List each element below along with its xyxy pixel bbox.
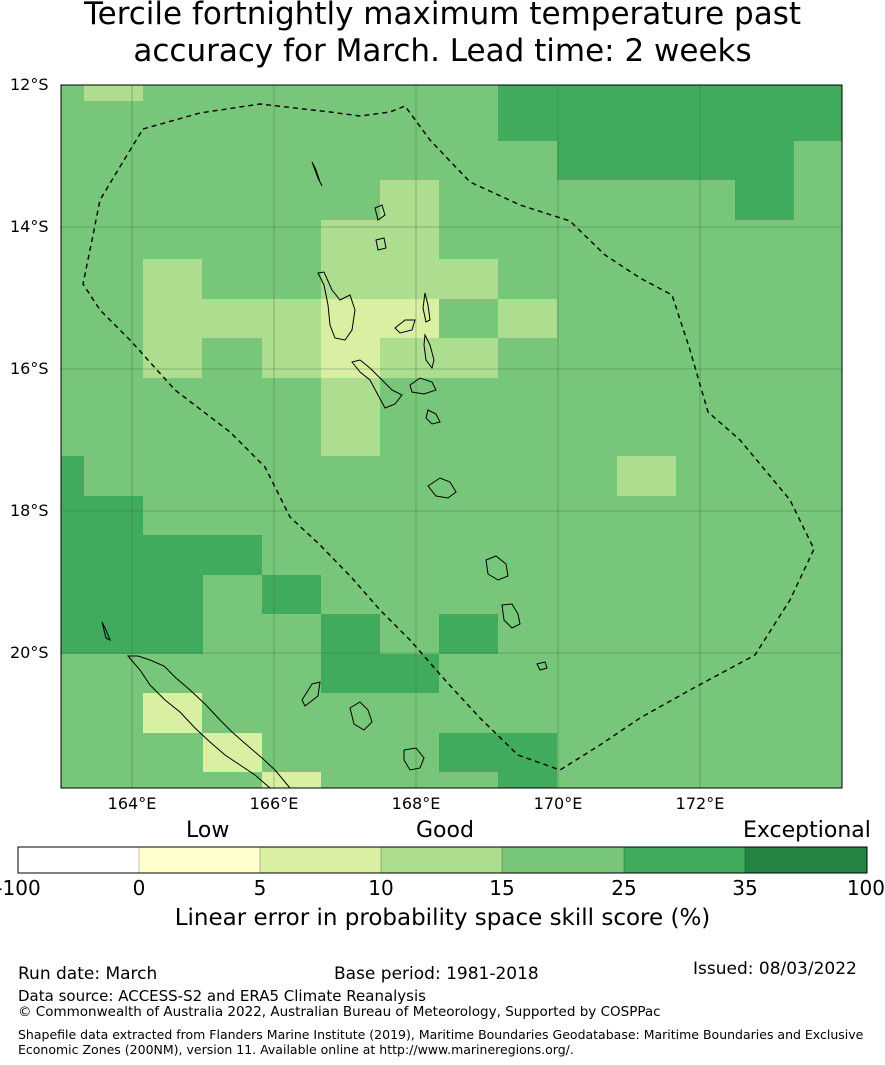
island-ouvea <box>301 681 321 707</box>
cell-light <box>262 338 321 378</box>
map-frame <box>60 84 843 789</box>
lon-label: 170°E <box>533 794 583 813</box>
low-skill-cells <box>143 299 439 788</box>
lon-label: 168°E <box>391 794 441 813</box>
island-loyalty-1 <box>349 701 373 731</box>
map-title-line-1: Tercile fortnightly maximum temperature … <box>83 0 802 32</box>
data-source: Data source: ACCESS-S2 and ERA5 Climate … <box>18 987 426 1005</box>
cell-dark <box>498 772 557 788</box>
run-date: Run date: March <box>18 964 158 984</box>
colorbar-category-exceptional: Exceptional <box>743 818 871 843</box>
cell-dark <box>557 140 735 180</box>
cell-light <box>380 180 439 220</box>
eez-boundary <box>82 103 815 771</box>
shapefile-credit-line-2: Economic Zones (200NM), version 11. Avai… <box>18 1042 574 1057</box>
cell-light <box>380 338 498 378</box>
colorbar-frame <box>17 846 868 874</box>
island-belep <box>101 621 111 642</box>
colorbar-swatch <box>18 847 139 873</box>
coastlines <box>101 161 548 789</box>
colorbar-tick: 15 <box>489 876 515 900</box>
cell-lighter <box>321 299 439 338</box>
colorbar-tick: 35 <box>732 876 758 900</box>
lon-label: 172°E <box>675 794 725 813</box>
colorbar-label: Linear error in probability space skill … <box>174 905 711 931</box>
colorbar-swatch <box>745 847 867 873</box>
colorbar-tick: 10 <box>368 876 394 900</box>
island-banks-2 <box>375 237 387 251</box>
cell-light <box>143 259 202 299</box>
cell-light <box>143 299 321 338</box>
colorbar-swatch <box>381 847 502 873</box>
colorbar-category-good: Good <box>416 818 474 843</box>
issued-date: Issued: 08/03/2022 <box>693 959 857 979</box>
cell-lighter <box>203 733 262 772</box>
colorbar <box>17 846 868 874</box>
cell-light <box>321 378 380 456</box>
cell-light <box>617 456 676 496</box>
cell-dark <box>203 535 262 575</box>
cell-dark <box>380 654 439 693</box>
island-torres <box>311 161 323 187</box>
cell-light <box>321 259 498 299</box>
cell-light <box>84 85 143 101</box>
cell-dark <box>439 614 498 654</box>
shapefile-credit-line-1: Shapefile data extracted from Flanders M… <box>18 1027 864 1042</box>
colorbar-tick: 25 <box>611 876 637 900</box>
colorbar-tick: -100 <box>0 876 41 900</box>
colorbar-swatch <box>139 847 260 873</box>
cell-lighter <box>321 338 380 378</box>
lat-label: 12°S <box>10 75 49 94</box>
map-title-line-2: accuracy for March. Lead time: 2 weeks <box>133 33 752 69</box>
base-period: Base period: 1981-2018 <box>334 964 539 984</box>
island-efate <box>427 477 457 499</box>
lat-label: 20°S <box>10 643 49 662</box>
cell-dark <box>143 535 203 654</box>
island-tanna <box>501 603 521 629</box>
good-skill-cells <box>84 85 676 496</box>
island-ambae <box>394 319 416 334</box>
lat-label: 18°S <box>10 501 49 520</box>
cell-lighter <box>262 772 321 788</box>
island-loyalty-2 <box>403 747 425 771</box>
island-aneityum <box>536 661 548 671</box>
island-erromango <box>485 555 509 581</box>
island-new-caledonia <box>126 655 292 789</box>
island-malekula <box>351 359 403 409</box>
cell-dark <box>61 456 84 654</box>
lon-label: 166°E <box>249 794 299 813</box>
cell-dark <box>262 575 321 614</box>
cell-light <box>498 299 557 338</box>
copyright: © Commonwealth of Australia 2022, Austra… <box>18 1004 661 1020</box>
island-espiritu-santo <box>317 271 356 341</box>
island-pentecost <box>423 333 435 370</box>
map-background <box>61 85 842 788</box>
cell-light <box>143 338 202 378</box>
lat-label: 16°S <box>10 359 49 378</box>
island-epi <box>425 409 441 425</box>
island-ambrym <box>409 377 437 395</box>
lat-label: 14°S <box>10 217 49 236</box>
cell-dark <box>735 140 794 220</box>
cell-dark <box>84 496 143 654</box>
lon-label: 164°E <box>107 794 157 813</box>
colorbar-swatch <box>624 847 745 873</box>
island-maewo <box>422 292 431 323</box>
colorbar-tick: 100 <box>846 876 885 900</box>
colorbar-category-low: Low <box>186 818 230 843</box>
colorbar-tick: 5 <box>253 876 267 900</box>
graticule <box>61 85 842 788</box>
high-skill-cells <box>61 85 842 788</box>
cell-dark <box>439 733 557 772</box>
colorbar-swatch <box>502 847 624 873</box>
skill-score-map <box>60 84 843 789</box>
cell-lighter <box>143 693 202 733</box>
cell-dark <box>498 85 842 141</box>
cell-dark <box>321 614 380 693</box>
colorbar-swatch <box>260 847 381 873</box>
island-banks-1 <box>374 204 386 221</box>
colorbar-tick: 0 <box>132 876 146 900</box>
